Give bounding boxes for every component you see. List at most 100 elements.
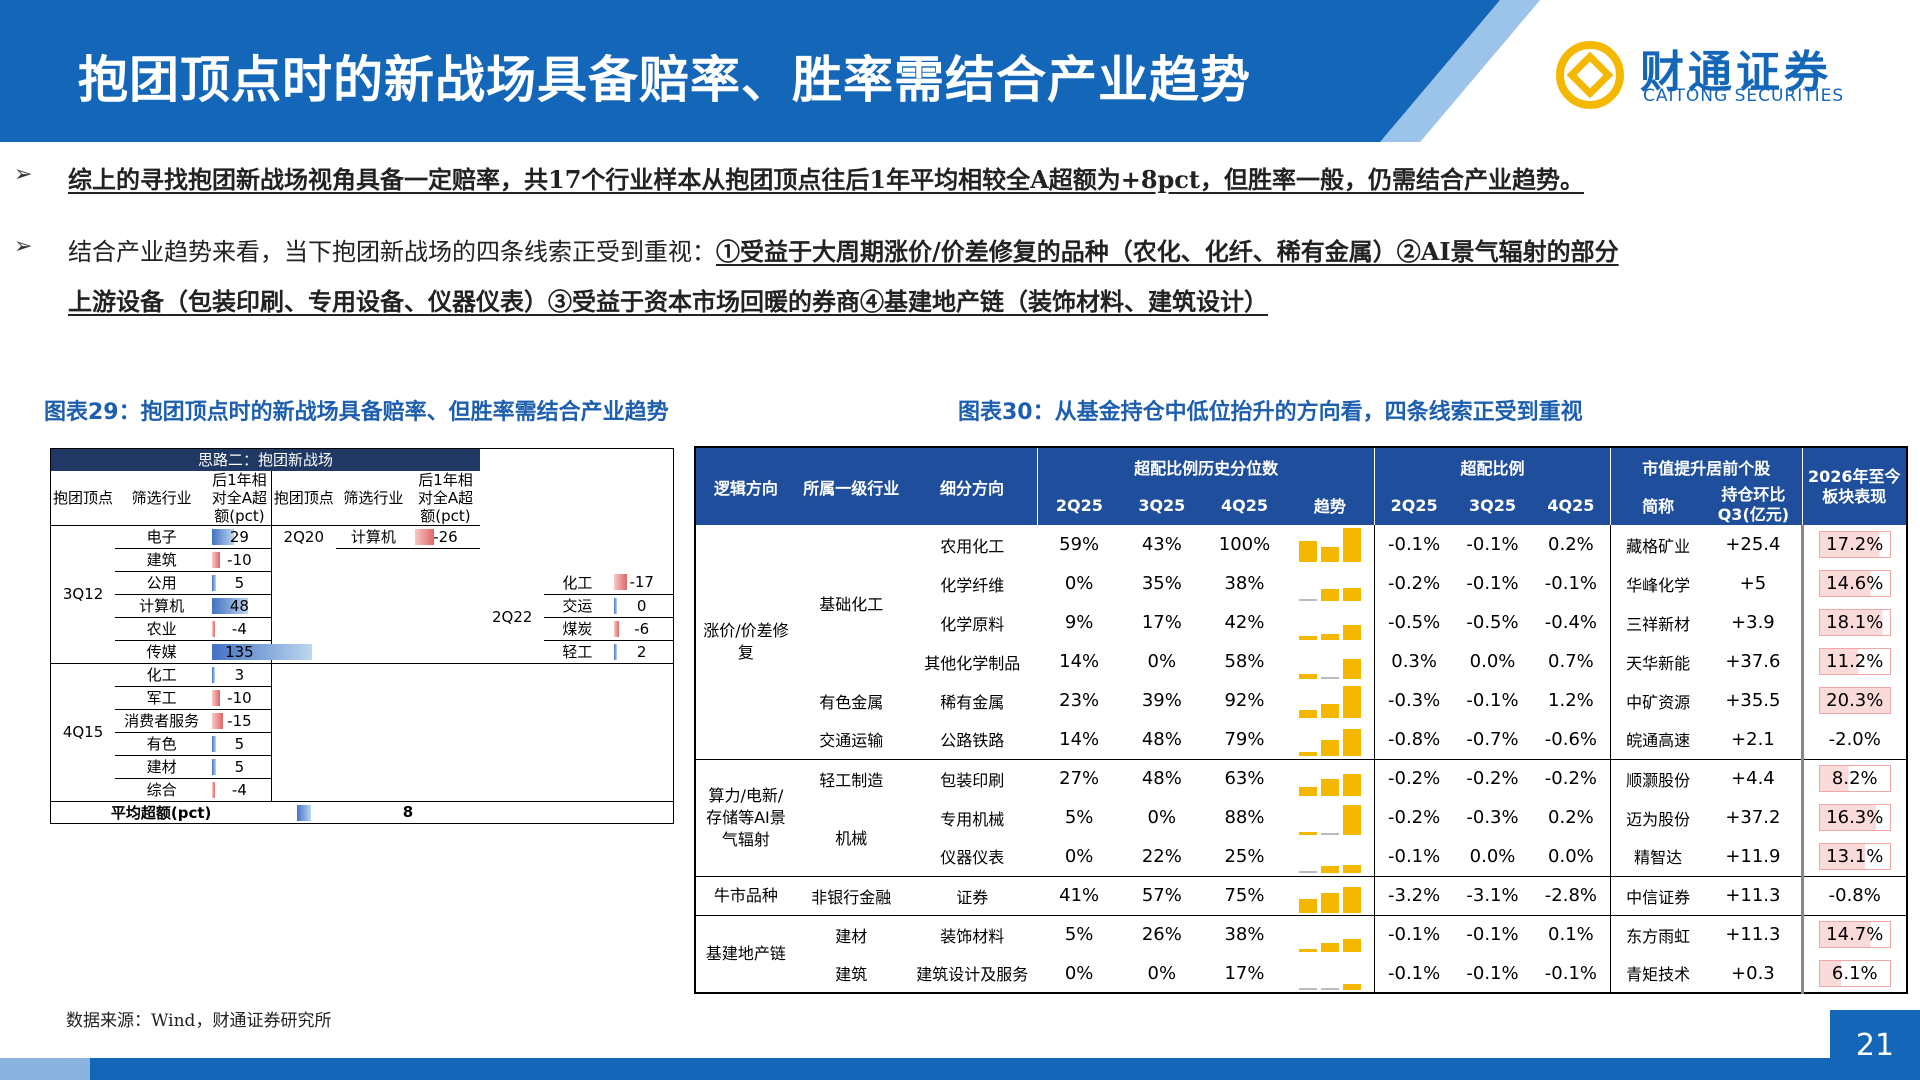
percentile-cell: 43% bbox=[1141, 534, 1182, 555]
performance-value: 13.1% bbox=[1818, 842, 1891, 870]
caitong-logo-icon bbox=[1556, 41, 1624, 109]
sparkline-chart bbox=[1286, 606, 1374, 640]
holding-change: +2.1 bbox=[1731, 728, 1775, 750]
sparkline-bar bbox=[1298, 786, 1317, 796]
stock-name: 天华新能 bbox=[1609, 642, 1706, 681]
page-number: 21 bbox=[1830, 1010, 1920, 1080]
sparkline-bar bbox=[1320, 865, 1339, 874]
chart29-table: 思路二：抱团新战场 抱团顶点 筛选行业 后1年相对全A超额(pct) 抱团顶点 筛选行业后… bbox=[50, 448, 674, 824]
industry-label: 农业 bbox=[115, 617, 209, 641]
bullet-text-1: 综上的寻找抱团新战场视角具备一定赔率，共17个行业样本从抱团顶点往后1年平均相较… bbox=[68, 165, 1585, 194]
percentile-cell: 23% bbox=[1059, 690, 1100, 711]
trend-sparkline bbox=[1286, 681, 1375, 720]
sparkline-chart bbox=[1286, 567, 1374, 601]
percentile-cell: 22% bbox=[1141, 845, 1182, 867]
table-row: 牛市品种 非银行金融 证券 41% 57% 75% -3.2% -3.1% -2.8% 中信证券 +… bbox=[695, 875, 1907, 915]
industry-label: 建材 bbox=[115, 755, 209, 779]
sparkline-bar bbox=[1342, 938, 1361, 952]
table-row: 仪器仪表 0% 22% 25% -0.1% 0.0% 0.0% 精智达 +11.9 13.1% bbox=[695, 837, 1907, 876]
industry-label: 传媒 bbox=[115, 640, 209, 664]
percentile-cell: 9% bbox=[1064, 612, 1094, 633]
performance-value: 11.2% bbox=[1818, 648, 1891, 675]
excess-value-cell: 0 bbox=[610, 594, 674, 618]
ratio-cell: -0.3% bbox=[1466, 807, 1519, 828]
excess-value-cell: 5 bbox=[208, 755, 272, 779]
table-row: 算力/电新/存储等AI景气辐射 轻工制造 包装印刷 27% 48% 63% -0.2% -0.… bbox=[695, 758, 1907, 876]
chart29-col-header: 抱团顶点 bbox=[50, 470, 116, 526]
chart29-title: 图表29：抱团顶点时的新战场具备赔率、但胜率需结合产业趋势 bbox=[44, 400, 669, 425]
bullet-marker-2: ➢ bbox=[14, 234, 33, 259]
col-mcap: 市值提升居前个股 bbox=[1609, 447, 1803, 485]
table-row: 军工 -10 bbox=[51, 686, 674, 710]
chart29-col-header: 筛选行业 bbox=[115, 470, 209, 526]
ratio-cell: -3.1% bbox=[1453, 875, 1532, 915]
sparkline-bar bbox=[1342, 804, 1361, 835]
table-row: 消费者服务 -15 bbox=[51, 709, 674, 733]
sub-direction: 建筑设计及服务 bbox=[916, 965, 1029, 984]
sparkline-bar bbox=[1342, 686, 1361, 718]
percentile-cell: 63% bbox=[1203, 758, 1286, 798]
col-perf: 2026年至今板块表现 bbox=[1801, 447, 1907, 525]
blank-cell bbox=[271, 663, 480, 709]
sparkline-chart bbox=[1286, 527, 1374, 562]
percentile-cell: 57% bbox=[1120, 875, 1204, 915]
logo-text-cn: 财通证券 bbox=[1640, 47, 1832, 98]
bullet-text-2a: 结合产业趋势来看，当下抱团新战场的四条线索正受到重视：①受益于大周期涨价/价差修… bbox=[68, 237, 1619, 266]
table-row: 其他化学制品 14% 0% 58% 0.3% 0.0% 0.7% 天华新能 +37.6 11.2% bbox=[695, 642, 1907, 681]
stock-name: 皖通高速 bbox=[1609, 720, 1706, 759]
level1-industry: 基础化工 bbox=[819, 595, 884, 614]
chart29-col-header: 抱团顶点 bbox=[270, 470, 336, 526]
performance-value: 18.1% bbox=[1818, 609, 1891, 636]
col-change: 持仓环比Q3(亿元) bbox=[1705, 485, 1803, 525]
ratio-cell: 0.0% bbox=[1469, 651, 1516, 672]
sparkline-chart bbox=[1286, 722, 1374, 757]
percentile-cell: 17% bbox=[1224, 962, 1265, 984]
positive-bar bbox=[212, 597, 248, 614]
performance-value: 8.2% bbox=[1818, 765, 1891, 793]
stock-name: 顺灏股份 bbox=[1609, 758, 1706, 798]
holding-change: +5 bbox=[1739, 573, 1767, 594]
sub-direction: 化学纤维 bbox=[940, 575, 1005, 595]
ratio-cell: -0.1% bbox=[1374, 837, 1454, 876]
stock-name: 精智达 bbox=[1609, 837, 1706, 876]
table-row: 3Q12 电子 29 2Q20 计算机 -26 bbox=[51, 525, 674, 603]
level1-industry: 建筑 bbox=[835, 965, 868, 984]
trend-sparkline bbox=[1286, 525, 1375, 564]
ratio-cell: 0.0% bbox=[1548, 845, 1594, 867]
ratio-cell: -0.2% bbox=[1453, 758, 1532, 798]
performance-value: 14.6% bbox=[1818, 570, 1891, 597]
sparkline-bar bbox=[1342, 864, 1361, 874]
percentile-cell: 17% bbox=[1141, 612, 1182, 633]
trend-sparkline bbox=[1286, 603, 1375, 642]
sector-performance: 13.1% bbox=[1800, 837, 1907, 876]
excess-value-cell: 5 bbox=[208, 571, 272, 595]
sparkline-chart bbox=[1286, 801, 1374, 835]
ratio-cell: -0.1% bbox=[1374, 525, 1454, 564]
ratio-cell: -0.1% bbox=[1466, 534, 1519, 555]
ratio-cell: 0.0% bbox=[1469, 845, 1516, 867]
ratio-cell: 0.2% bbox=[1548, 807, 1594, 828]
sparkline-bar bbox=[1320, 676, 1339, 679]
percentile-cell: 41% bbox=[1037, 875, 1121, 915]
percentile-cell: 0% bbox=[1064, 962, 1094, 984]
data-source: 数据来源：Wind，财通证券研究所 bbox=[66, 1011, 332, 1031]
excess-value-cell: 5 bbox=[208, 732, 272, 756]
bullet-text-2b: 上游设备（包装印刷、专用设备、仪器仪表）③受益于资本市场回暖的券商④基建地产链（… bbox=[68, 287, 1268, 316]
level1-industry: 轻工制造 bbox=[795, 758, 907, 798]
chart29-col-header: 筛选行业 bbox=[335, 470, 411, 526]
stock-name: 华峰化学 bbox=[1609, 564, 1706, 603]
excess-value-cell: -10 bbox=[208, 686, 272, 710]
col-logic: 逻辑方向 bbox=[695, 447, 796, 525]
table-row: 建材 5 bbox=[51, 755, 674, 779]
holding-change: +37.6 bbox=[1725, 651, 1781, 672]
trend-sparkline bbox=[1285, 875, 1375, 915]
footer-accent bbox=[0, 1058, 90, 1080]
table-row: 4Q15 化工 3 bbox=[50, 663, 674, 741]
sector-performance: 14.7% bbox=[1800, 914, 1907, 954]
chart29-header-row: 抱团顶点 筛选行业 后1年相对全A超额(pct) 抱团顶点 筛选行业 后1年相对全A超额(… bbox=[50, 470, 674, 526]
sector-performance: 8.2% bbox=[1800, 758, 1907, 798]
sparkline-bar bbox=[1298, 709, 1317, 718]
sparkline-bar bbox=[1342, 887, 1361, 913]
sub-direction: 农用化工 bbox=[940, 536, 1005, 556]
level1-industry: 非银行金融 bbox=[795, 875, 907, 915]
